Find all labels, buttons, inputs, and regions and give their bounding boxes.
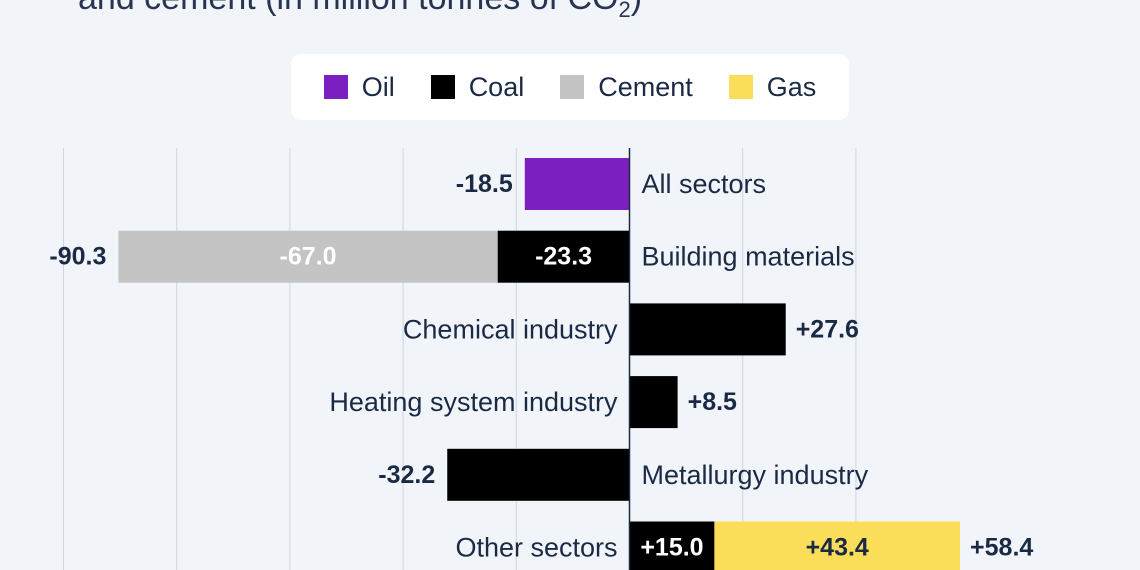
legend-swatch-coal (430, 75, 455, 99)
segment-label-building-materials-cement: -67.0 (280, 243, 337, 271)
bar-other-sectors-coal (629, 521, 715, 570)
legend-label-coal: Coal (468, 71, 525, 102)
bar-chemical-industry-coal (629, 303, 786, 356)
category-label-heating-system-industry: Heating system industry (329, 387, 618, 417)
title-fragment: and cement (78, 0, 256, 17)
total-label-heating-system-industry: +8.5 (688, 388, 737, 416)
chart-title-text: and cement (in million tonnes of CO2) (78, 0, 642, 32)
legend-item-coal: Coal (430, 71, 525, 103)
bar-metallurgy-industry-coal (447, 448, 630, 501)
total-label-all-sectors: -18.5 (456, 170, 513, 198)
bar-building-materials-cement (118, 230, 498, 283)
category-label-all-sectors: All sectors (642, 169, 767, 199)
segment-label-other-sectors-gas: +43.4 (806, 534, 869, 562)
legend-swatch-gas (728, 75, 753, 99)
title-unit: (in million tonnes of CO2) (265, 0, 642, 22)
segment-label-other-sectors-coal: +15.0 (640, 534, 703, 562)
category-label-chemical-industry: Chemical industry (403, 314, 618, 344)
bar-heating-system-industry-coal (629, 376, 678, 429)
legend-swatch-cement (560, 75, 585, 99)
category-label-other-sectors: Other sectors (455, 533, 617, 563)
total-label-other-sectors: +58.4 (970, 534, 1033, 562)
legend-item-gas: Gas (728, 71, 817, 103)
legend-label-gas: Gas (766, 71, 817, 102)
legend-swatch-oil (323, 75, 348, 99)
total-label-metallurgy-industry: -32.2 (378, 461, 435, 489)
legend-label-oil: Oil (361, 71, 395, 102)
total-label-chemical-industry: +27.6 (796, 315, 859, 343)
chart-title: and cement (in million tonnes of CO2) (0, 0, 900, 26)
category-label-building-materials: Building materials (642, 242, 855, 272)
segment-label-building-materials-coal: -23.3 (535, 243, 592, 271)
legend-item-cement: Cement (560, 72, 693, 103)
legend-label-cement: Cement (598, 71, 693, 102)
legend-item-oil: Oil (323, 71, 395, 103)
bar-building-materials-coal (497, 230, 630, 283)
bar-all-sectors-oil (524, 158, 630, 210)
bar-other-sectors-gas (714, 521, 961, 570)
category-label-metallurgy-industry: Metallurgy industry (642, 460, 869, 490)
total-label-building-materials: -90.3 (49, 243, 106, 271)
legend: Oil Coal Cement Gas (291, 54, 849, 120)
